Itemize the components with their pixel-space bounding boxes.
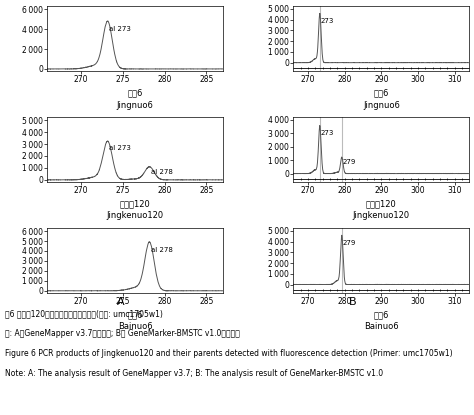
X-axis label: 京科糯120
Jingkenuo120: 京科糯120 Jingkenuo120 <box>107 199 164 220</box>
Text: 273: 273 <box>320 18 334 24</box>
X-axis label: 白糯6
Bainuo6: 白糯6 Bainuo6 <box>118 310 153 332</box>
X-axis label: 京糯6
Jingnuo6: 京糯6 Jingnuo6 <box>363 88 400 110</box>
Text: 273: 273 <box>320 130 334 136</box>
Text: B: B <box>349 297 357 307</box>
Text: 图6 京科糯120及其亲本的荧光检测结果(引物: umc1705w1): 图6 京科糯120及其亲本的荧光检测结果(引物: umc1705w1) <box>5 309 163 318</box>
Text: 279: 279 <box>343 159 356 165</box>
Text: 279: 279 <box>343 239 356 246</box>
Text: al 278: al 278 <box>151 247 173 253</box>
Text: al 273: al 273 <box>109 145 131 151</box>
X-axis label: 京糯6
Jingnuo6: 京糯6 Jingnuo6 <box>117 88 154 110</box>
Text: Figure 6 PCR products of Jingkenuo120 and their parents detected with fluorescen: Figure 6 PCR products of Jingkenuo120 an… <box>5 349 452 358</box>
Text: Note: A: The analysis result of GeneMapper v3.7; B: The analysis result of GeneM: Note: A: The analysis result of GeneMapp… <box>5 369 383 378</box>
Text: al 278: al 278 <box>151 168 173 175</box>
Text: A: A <box>117 297 125 307</box>
X-axis label: 白糯6
Bainuo6: 白糯6 Bainuo6 <box>364 310 399 332</box>
X-axis label: 京科糯120
Jingkenuo120: 京科糯120 Jingkenuo120 <box>353 199 410 220</box>
Text: 注: A为GeneMapper v3.7分析结果; B为 GeneMarker-BMSTC v1.0分析结果: 注: A为GeneMapper v3.7分析结果; B为 GeneMarker-… <box>5 329 240 338</box>
Text: al 273: al 273 <box>109 26 131 32</box>
